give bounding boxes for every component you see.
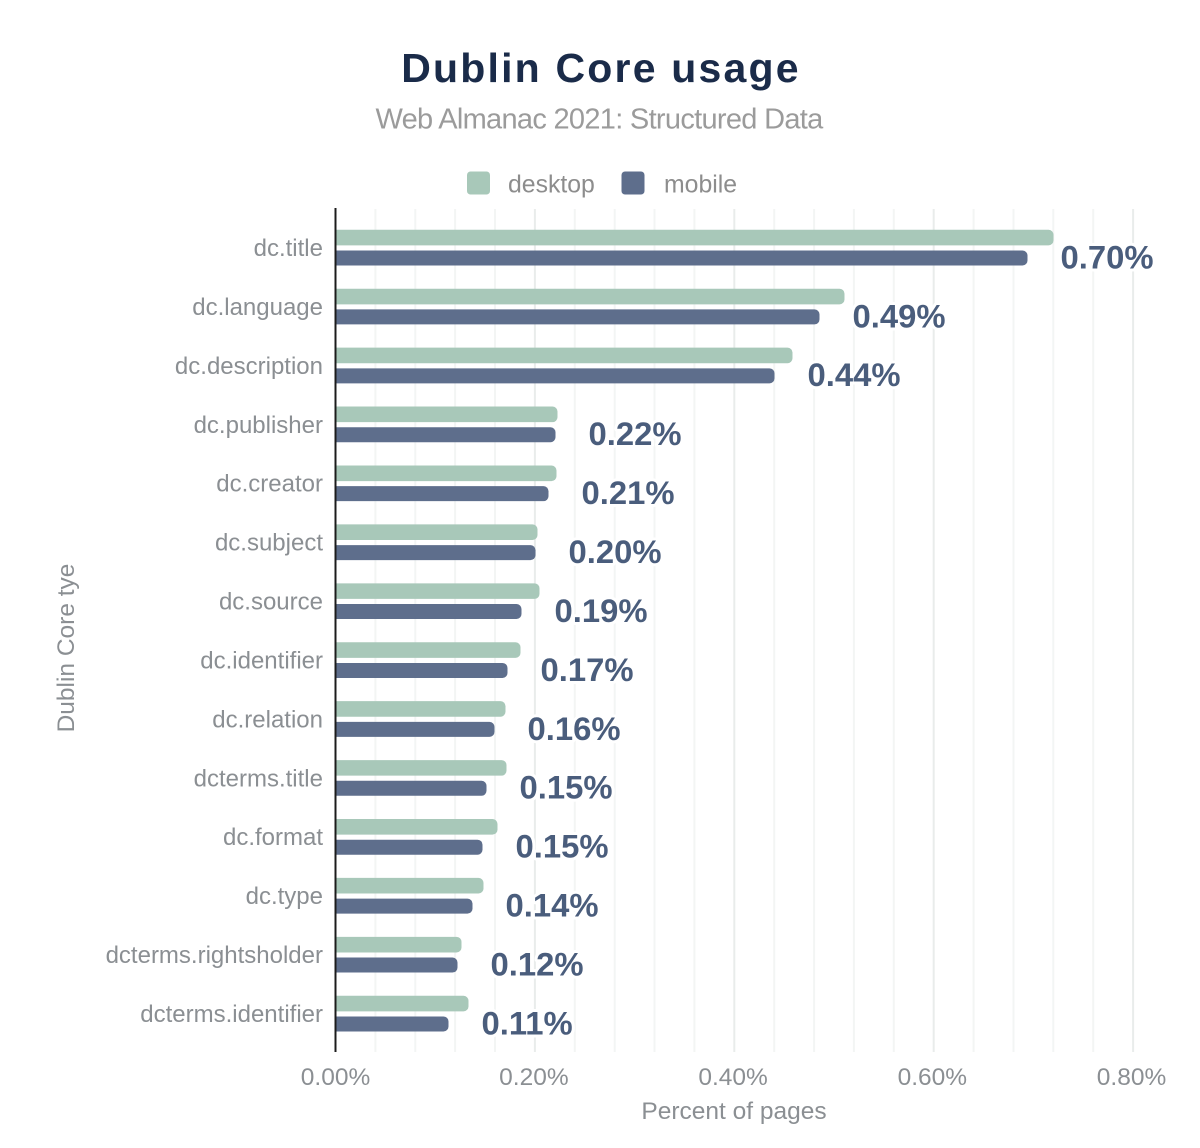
svg-text:0.60%: 0.60% [898,1064,967,1091]
svg-text:0.15%: 0.15% [516,828,609,865]
svg-text:mobile: mobile [664,172,737,199]
svg-text:0.20%: 0.20% [499,1064,568,1091]
svg-text:0.19%: 0.19% [555,592,648,629]
svg-text:0.14%: 0.14% [506,887,599,924]
svg-text:0.12%: 0.12% [491,945,584,982]
svg-text:0.17%: 0.17% [541,651,634,688]
svg-text:0.80%: 0.80% [1097,1064,1166,1091]
svg-text:dc.language: dc.language [192,294,323,321]
svg-text:dcterms.title: dcterms.title [194,765,323,792]
svg-text:dc.description: dc.description [175,353,323,380]
svg-text:dcterms.rightsholder: dcterms.rightsholder [106,942,323,969]
svg-text:dc.source: dc.source [219,589,323,616]
svg-text:dcterms.identifier: dcterms.identifier [140,1001,323,1028]
svg-text:dc.format: dc.format [223,824,323,851]
svg-text:0.00%: 0.00% [301,1064,370,1091]
svg-text:dc.title: dc.title [254,235,323,262]
svg-text:dc.creator: dc.creator [216,471,323,498]
svg-text:dc.relation: dc.relation [212,706,323,733]
svg-text:Dublin Core tye: Dublin Core tye [53,564,80,733]
svg-text:0.15%: 0.15% [520,769,613,806]
svg-text:Dublin Core usage: Dublin Core usage [401,45,801,91]
svg-text:0.22%: 0.22% [589,415,682,452]
svg-text:Percent of pages: Percent of pages [641,1098,826,1125]
svg-text:dc.subject: dc.subject [215,530,323,557]
svg-text:0.16%: 0.16% [528,710,621,747]
svg-text:0.70%: 0.70% [1061,238,1154,275]
svg-text:dc.identifier: dc.identifier [200,648,323,675]
svg-text:0.20%: 0.20% [569,533,662,570]
svg-text:Web Almanac 2021: Structured D: Web Almanac 2021: Structured Data [375,104,824,136]
svg-text:0.11%: 0.11% [482,1004,573,1041]
svg-text:dc.publisher: dc.publisher [194,412,323,439]
svg-text:0.49%: 0.49% [853,297,946,334]
svg-text:dc.type: dc.type [246,883,323,910]
svg-text:0.44%: 0.44% [808,356,901,393]
svg-text:desktop: desktop [508,172,595,199]
svg-text:0.21%: 0.21% [582,474,675,511]
svg-text:0.40%: 0.40% [698,1064,767,1091]
